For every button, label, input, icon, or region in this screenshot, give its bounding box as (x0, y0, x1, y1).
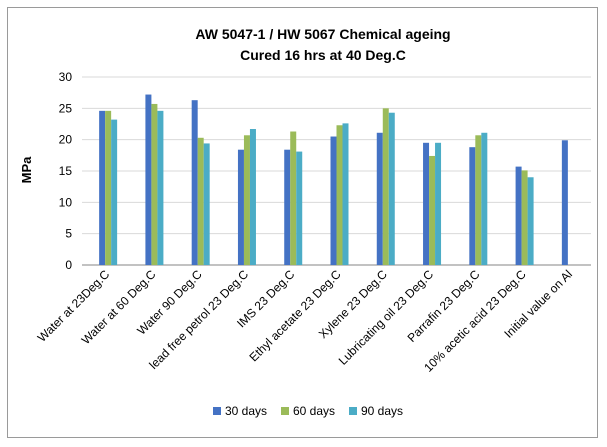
y-tick-label: 20 (59, 133, 73, 147)
bar (203, 143, 210, 265)
bar (469, 147, 476, 265)
y-tick-label: 10 (59, 195, 73, 209)
bar (111, 119, 118, 265)
bar (429, 155, 436, 265)
bar (105, 110, 112, 265)
legend-entry: 60 days (293, 404, 335, 418)
bar (475, 135, 482, 265)
bar (191, 100, 198, 265)
category-label: Ethyl acetate 23 Deg.C (246, 267, 343, 364)
legend-swatch (213, 407, 221, 415)
bars (99, 94, 568, 266)
bar (388, 112, 395, 265)
y-tick-label: 0 (65, 258, 72, 272)
y-tick-label: 5 (65, 227, 72, 241)
bar (145, 94, 152, 266)
y-tick-label: 30 (59, 70, 73, 84)
legend: 30 days 60 days 90 days (213, 404, 403, 418)
chart-title: AW 5047-1 / HW 5067 Chemical ageing (195, 26, 450, 42)
bar (151, 103, 158, 266)
chart-subtitle: Cured 16 hrs at 40 Deg.C (240, 47, 406, 63)
bar (336, 125, 343, 266)
y-tick-label: 25 (59, 101, 73, 115)
bar (561, 140, 568, 265)
bar (423, 142, 430, 265)
legend-swatch (349, 407, 357, 415)
bar (157, 110, 164, 265)
bar (342, 123, 349, 265)
bar (197, 137, 204, 265)
bar (521, 170, 528, 265)
bar (527, 177, 534, 265)
bar (481, 132, 488, 265)
y-axis-label: MPa (19, 156, 34, 184)
bar (382, 108, 389, 265)
legend-swatch (281, 407, 289, 415)
y-tick-labels: 0 5 10 15 20 25 30 (59, 70, 73, 272)
legend-entry: 30 days (225, 404, 267, 418)
bar (290, 131, 297, 265)
bar (330, 136, 337, 265)
bar (296, 151, 303, 265)
bar (515, 166, 522, 265)
bar (99, 110, 106, 265)
bar (284, 149, 291, 265)
legend-entry: 90 days (361, 404, 403, 418)
bar (237, 149, 244, 265)
bar (435, 142, 442, 265)
bar (249, 129, 256, 265)
bar (243, 135, 250, 265)
y-tick-label: 15 (59, 164, 73, 178)
bar (376, 132, 383, 265)
